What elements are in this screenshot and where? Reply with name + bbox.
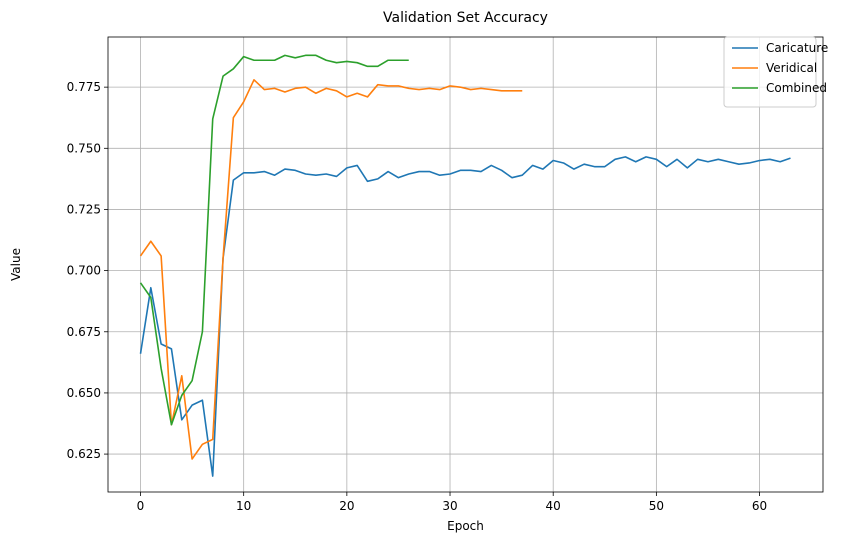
series-line-combined: [139, 54, 409, 426]
series-lines: [139, 54, 791, 477]
plot-frame: [107, 36, 824, 493]
legend-label-combined: Combined: [766, 81, 827, 95]
x-tick-label: 60: [752, 499, 767, 513]
x-axis-ticks: 0 10 20 30 40 50 60: [137, 492, 767, 513]
series-line-veridical: [139, 79, 523, 460]
y-tick-label: 0.750: [67, 141, 101, 155]
legend-label-caricature: Caricature: [766, 41, 828, 55]
series-line-caricature: [139, 156, 791, 477]
x-tick-label: 50: [649, 499, 664, 513]
x-tick-label: 30: [442, 499, 457, 513]
y-tick-label: 0.675: [67, 325, 101, 339]
y-axis-ticks: 0.625 0.650 0.675 0.700 0.725 0.750 0.775: [67, 80, 108, 461]
y-tick-label: 0.625: [67, 447, 101, 461]
y-axis-label: Value: [9, 248, 23, 281]
y-tick-label: 0.775: [67, 80, 101, 94]
x-axis-label: Epoch: [447, 519, 484, 533]
legend: Caricature Veridical Combined: [723, 36, 828, 108]
chart-title: Validation Set Accuracy: [383, 10, 548, 26]
y-tick-label: 0.700: [67, 264, 101, 278]
legend-label-veridical: Veridical: [766, 61, 817, 75]
x-tick-label: 0: [137, 499, 145, 513]
x-tick-label: 40: [546, 499, 561, 513]
x-tick-label: 10: [236, 499, 251, 513]
legend-box: [723, 36, 817, 108]
x-tick-label: 20: [339, 499, 354, 513]
y-tick-label: 0.650: [67, 386, 101, 400]
y-tick-label: 0.725: [67, 202, 101, 216]
